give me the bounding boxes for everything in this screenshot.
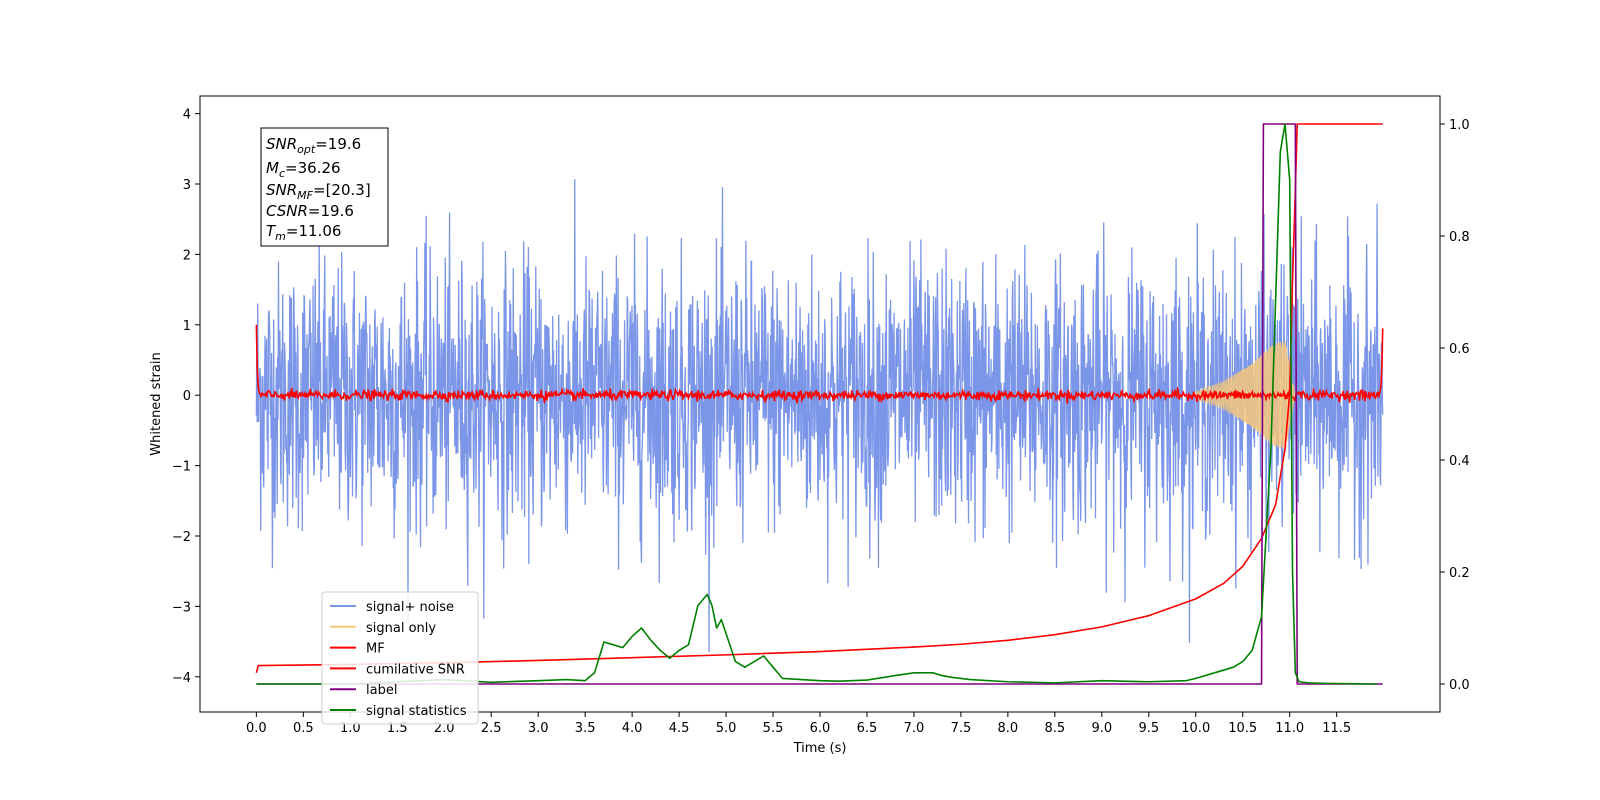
annotation-snr-mf: SNRMF=[20.3] [266,181,371,202]
legend-frame [321,591,479,725]
x-tick-label: 5.0 [716,721,737,736]
y-left-tick-label: 1 [183,319,191,334]
x-tick-label: 6.5 [857,721,878,736]
x-tick-label: 4.5 [669,721,690,736]
legend: signal+ noise signal only MF cumilative SNR… [321,591,479,725]
y-left-tick-label: 4 [183,108,191,123]
x-tick-label: 9.5 [1138,721,1159,736]
y-right-tick-label: 0.2 [1449,566,1470,581]
y-left-tick-label: −1 [172,460,191,475]
annotation-tm: Tm=11.06 [266,222,341,243]
x-tick-label: 7.5 [951,721,972,736]
annotation-csnr: CSNR=19.6 [266,202,354,220]
y-left-tick-label: −3 [172,600,191,615]
x-tick-label: 4.0 [622,721,643,736]
x-tick-label: 1.0 [340,721,361,736]
x-tick-label: 11.5 [1322,721,1351,736]
series-label-line [256,123,1383,685]
y-axis-right: 0.0 0.2 0.4 0.6 0.8 1.0 [1440,118,1470,693]
x-tick-label: 6.0 [810,721,831,736]
x-tick-label: 11.0 [1275,721,1304,736]
series-layer [255,123,1384,685]
legend-label: label [366,683,397,698]
y-right-tick-label: 0.0 [1449,678,1470,693]
y-right-tick-label: 1.0 [1449,118,1470,133]
x-tick-label: 0.5 [293,721,314,736]
y-axis-left: −4 −3 −2 −1 0 1 2 3 4 [172,108,200,686]
legend-label: signal only [366,621,436,636]
x-tick-label: 9.0 [1091,721,1112,736]
annotation-frame [260,127,389,247]
legend-label: MF [366,642,385,657]
x-axis: 0.0 0.5 1.0 1.5 2.0 2.5 3.0 3.5 4.0 4.5 5.0 5.5 6.0 6… [246,712,1351,736]
annotation-mc: Mc=36.26 [266,159,341,180]
y-left-tick-label: 3 [183,178,191,193]
annotation-snr-opt: SNRopt=19.6 [266,135,361,156]
x-tick-label: 7.0 [904,721,925,736]
x-tick-label: 8.5 [1045,721,1066,736]
x-tick-label: 3.5 [575,721,596,736]
series-signal-statistics-line [256,123,1378,685]
x-tick-label: 10.5 [1228,721,1257,736]
x-axis-label: Time (s) [793,741,847,756]
series-cumilative-snr-line [255,123,1383,674]
y-left-tick-label: 0 [183,389,191,404]
series-signal-noise-line [255,179,1384,653]
x-tick-label: 2.5 [481,721,502,736]
y-left-tick-label: 2 [183,248,191,263]
y-axis-label: Whitened strain [149,352,164,455]
annotation-box: SNRopt=19.6 Mc=36.26 SNRMF=[20.3] CSNR=1… [260,127,389,247]
legend-entries: signal+ noise signal only MF cumilative SNR… [330,600,467,719]
series-mf-line [255,324,1384,405]
legend-label: signal+ noise [366,600,454,615]
x-tick-label: 3.0 [528,721,549,736]
legend-label: signal statistics [366,704,467,719]
x-tick-label: 5.5 [763,721,784,736]
legend-label: cumilative SNR [366,662,465,677]
x-tick-label: 0.0 [246,721,267,736]
x-tick-label: 8.0 [998,721,1019,736]
y-right-tick-label: 0.6 [1449,342,1470,357]
y-right-tick-label: 0.8 [1449,230,1470,245]
y-left-tick-label: −2 [172,530,191,545]
y-left-tick-label: −4 [172,671,191,686]
x-tick-label: 10.0 [1181,721,1210,736]
x-tick-label: 1.5 [387,721,408,736]
x-tick-label: 2.0 [434,721,455,736]
y-right-tick-label: 0.4 [1449,454,1470,469]
